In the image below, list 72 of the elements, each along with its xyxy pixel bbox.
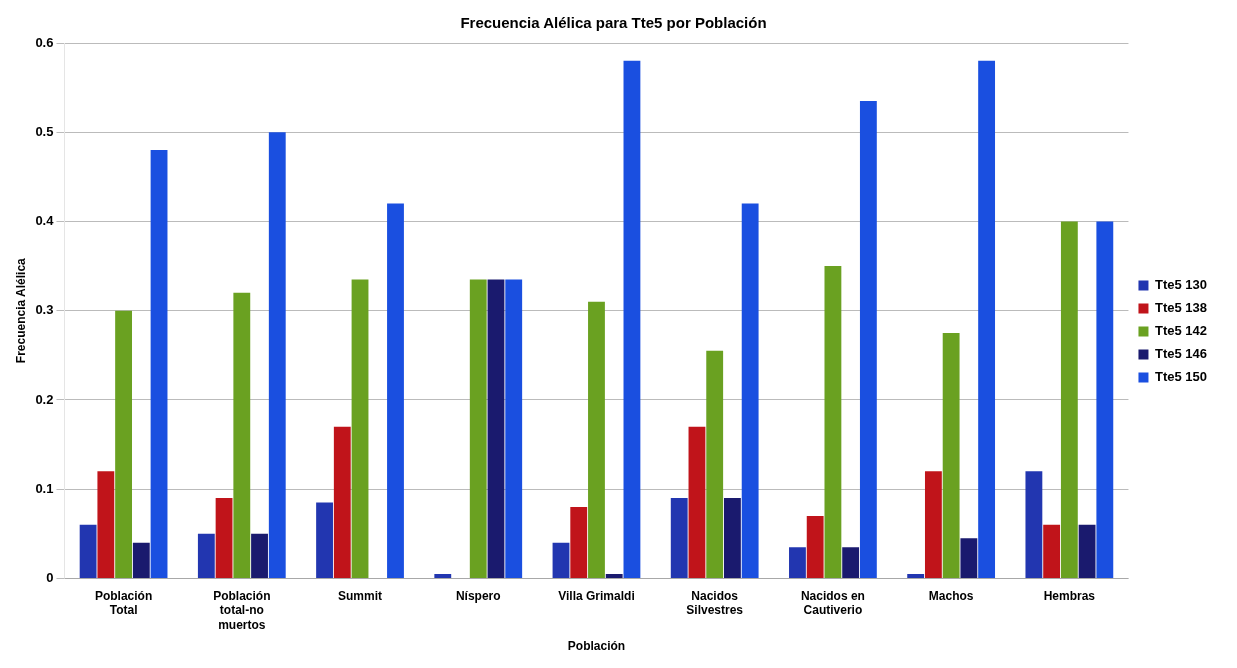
- bar: [842, 547, 860, 578]
- category-label: total-no: [219, 603, 264, 618]
- legend-label: Tte5 146: [1154, 346, 1208, 362]
- category-label: Nacidos: [691, 588, 739, 603]
- bar: [79, 524, 97, 578]
- x-axis-title: Población: [567, 639, 626, 654]
- bar: [670, 498, 688, 578]
- bar: [351, 279, 369, 578]
- bar: [978, 60, 996, 578]
- bar: [1025, 471, 1043, 578]
- bar: [505, 279, 523, 578]
- category-label: Población: [213, 588, 271, 603]
- bar: [387, 203, 404, 578]
- bar: [806, 515, 824, 578]
- bar: [333, 426, 351, 578]
- bar: [115, 310, 133, 578]
- bar: [233, 292, 251, 578]
- x-tick-label: Níspero: [455, 588, 501, 603]
- bar: [251, 533, 268, 578]
- y-axis-title: Frecuencia Alélica: [13, 257, 28, 364]
- bar: [789, 547, 806, 578]
- bar: [623, 60, 641, 578]
- bar: [150, 150, 168, 578]
- bar: [570, 507, 588, 578]
- bar: [1060, 221, 1078, 578]
- category-label: Nacidos en: [800, 588, 865, 603]
- category-label: Silvestres: [686, 603, 744, 618]
- legend-label: Tte5 150: [1154, 369, 1208, 385]
- bar: [316, 502, 333, 578]
- bar: [434, 573, 452, 578]
- bar: [605, 573, 623, 578]
- bar: [824, 266, 842, 578]
- legend-label: Tte5 130: [1154, 277, 1208, 293]
- bar: [552, 542, 570, 578]
- bar: [132, 542, 150, 578]
- bar: [688, 426, 706, 578]
- y-tick-label: 0: [46, 569, 54, 585]
- bar: [197, 533, 215, 578]
- y-tick-label: 0.3: [35, 302, 54, 318]
- bar: [907, 573, 925, 578]
- x-tick-label: Villa Grimaldi: [558, 588, 635, 603]
- bar: [960, 538, 978, 578]
- bar: [1043, 524, 1061, 578]
- x-tick-label: Hembras: [1043, 588, 1096, 603]
- category-label: Población: [94, 588, 153, 603]
- bar: [741, 203, 759, 578]
- bar: [1078, 524, 1096, 578]
- category-label: muertos: [218, 617, 266, 632]
- bar: [924, 471, 942, 578]
- y-tick-label: 0.5: [35, 123, 54, 139]
- bar: [487, 279, 505, 578]
- x-tick-label: Machos: [928, 588, 974, 603]
- bar: [268, 132, 286, 578]
- bar: [724, 498, 741, 578]
- y-tick-label: 0.4: [35, 213, 55, 229]
- bar: [215, 498, 233, 578]
- y-tick-label: 0.2: [35, 391, 54, 407]
- legend-label: Tte5 138: [1154, 300, 1208, 316]
- category-label: Total: [109, 603, 138, 618]
- bar: [942, 333, 960, 578]
- bar: [1096, 221, 1114, 578]
- y-tick-label: 0.6: [35, 34, 54, 50]
- chart-title: Frecuencia Alélica para Tte5 por Población: [460, 14, 767, 32]
- legend-label: Tte5 142: [1154, 323, 1208, 339]
- bar: [706, 350, 724, 578]
- bar: [859, 101, 877, 578]
- x-tick-label: Summit: [338, 588, 383, 603]
- category-label: Cautiverio: [803, 603, 863, 618]
- bar: [97, 471, 115, 578]
- bar: [588, 301, 605, 578]
- bar: [469, 279, 487, 578]
- y-tick-label: 0.1: [35, 480, 54, 496]
